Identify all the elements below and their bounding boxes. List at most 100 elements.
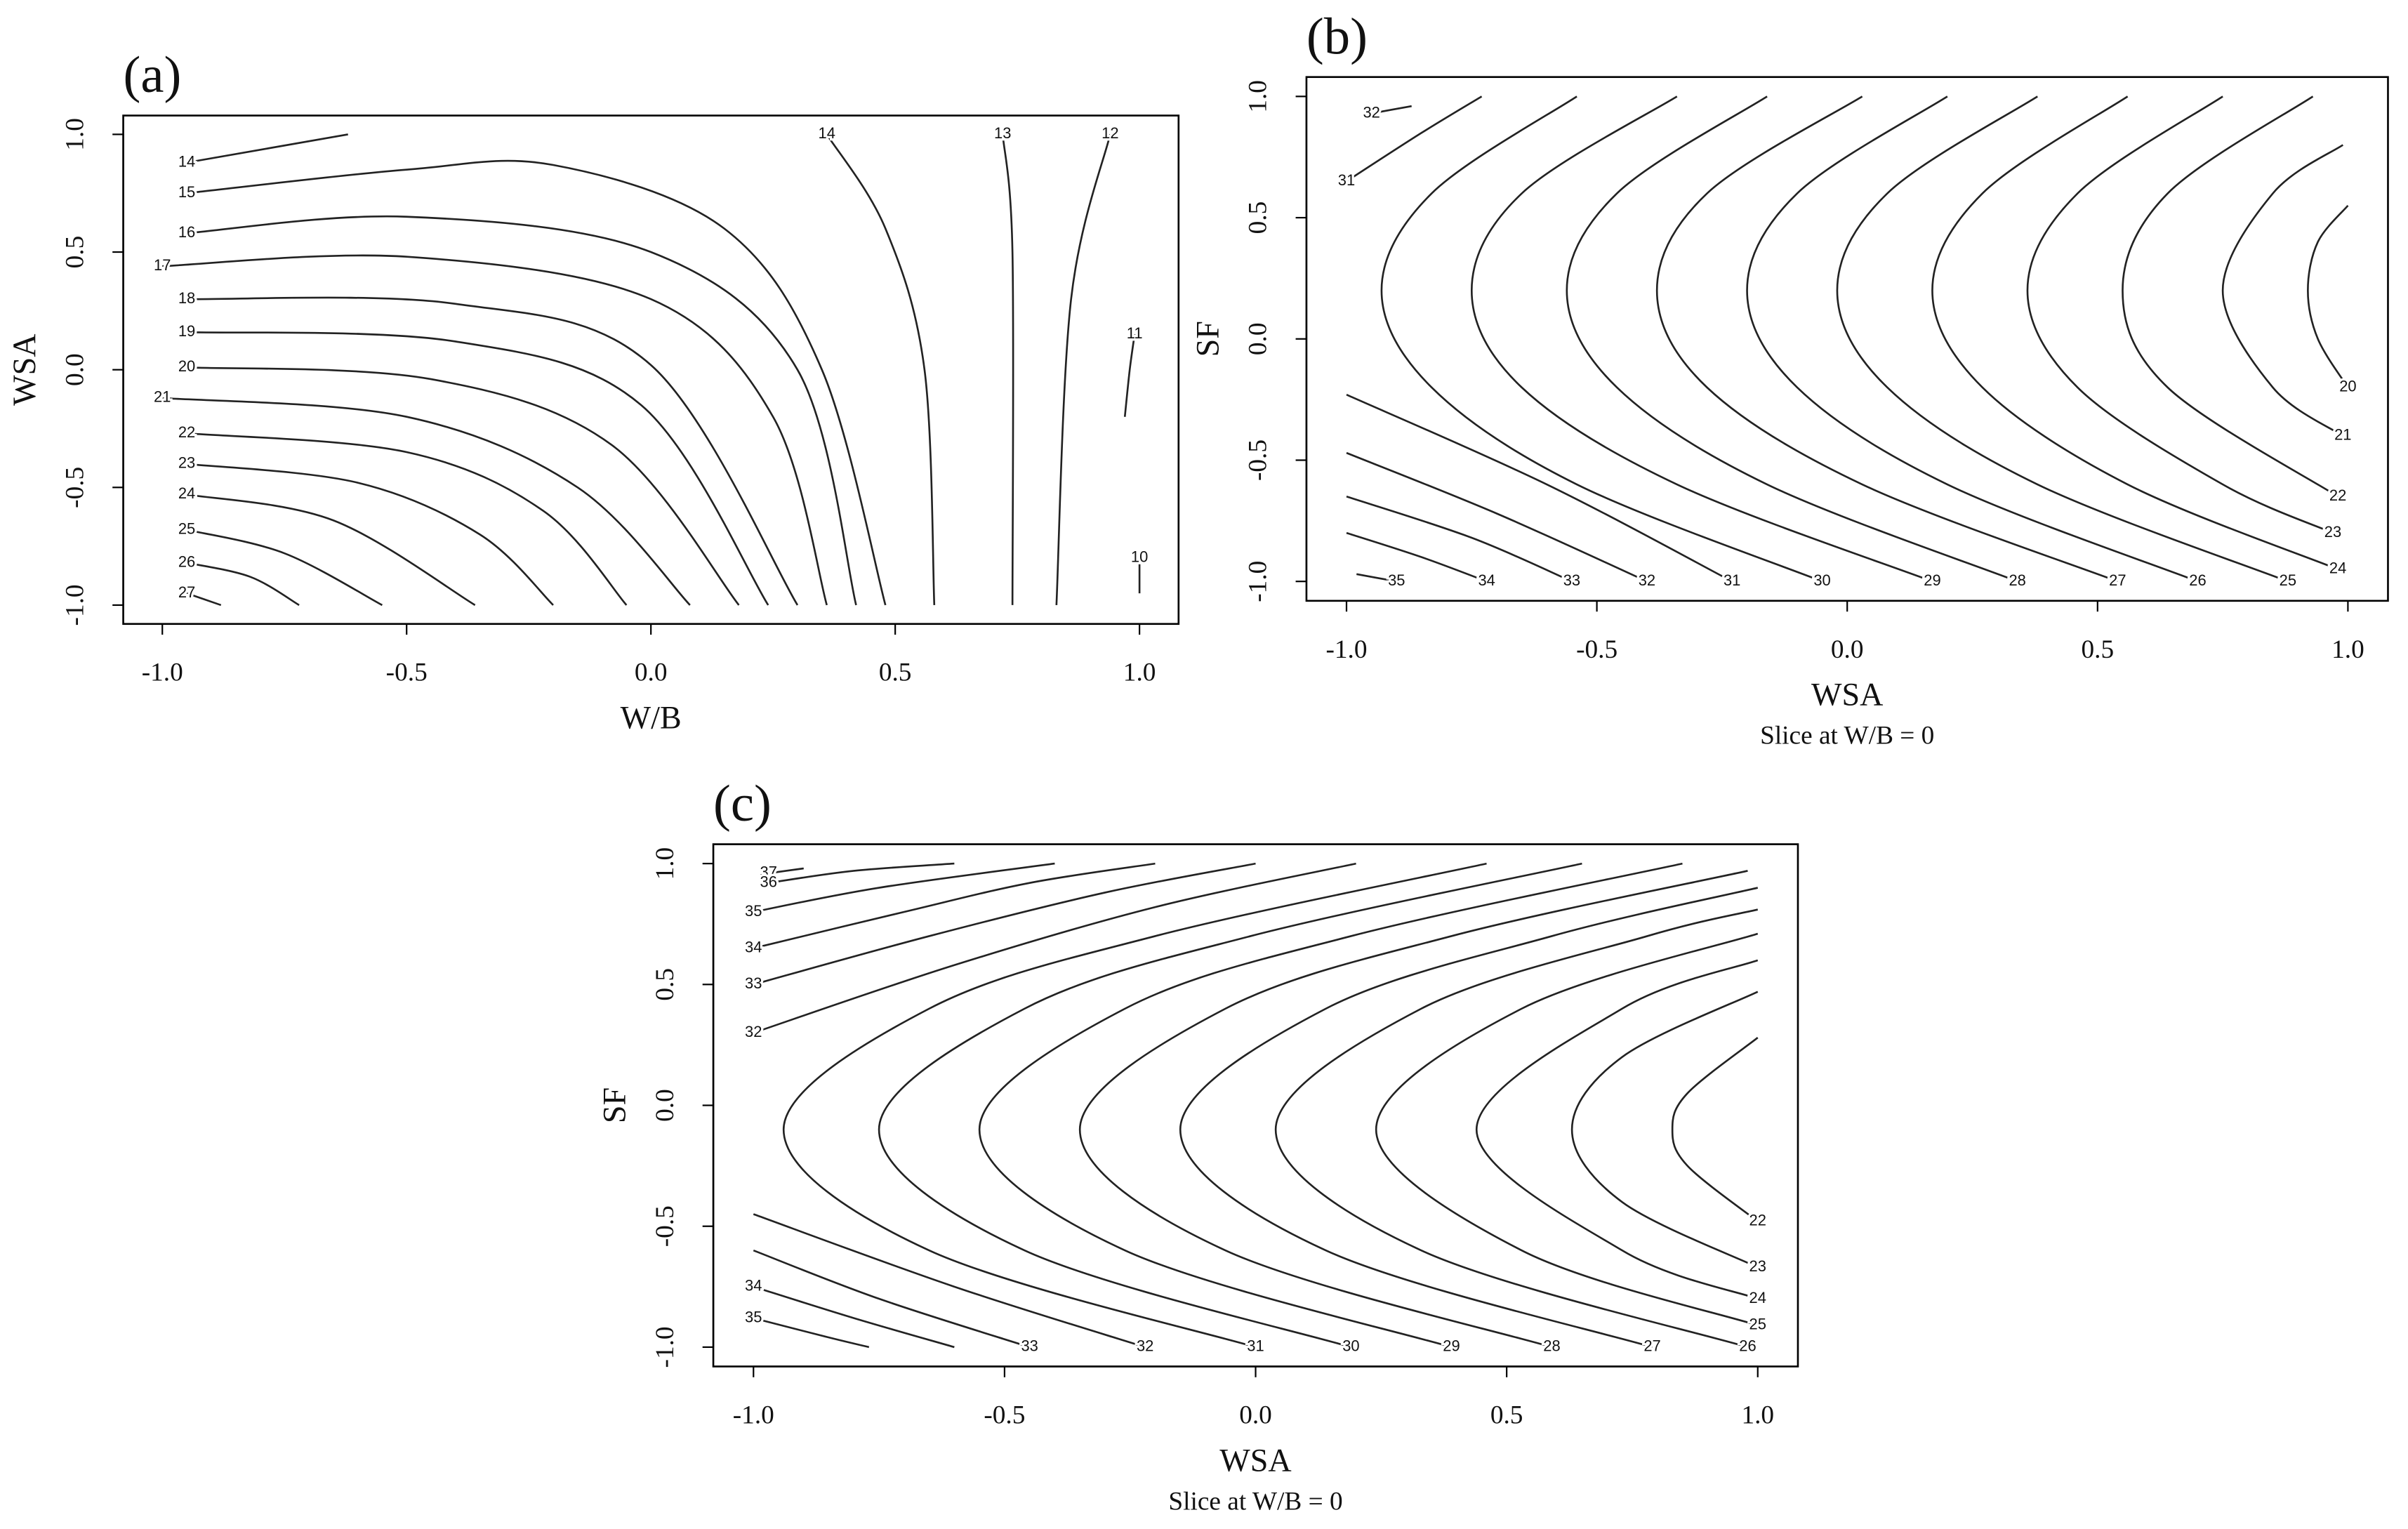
contour-line (2026, 95, 2334, 534)
contour-line (1346, 394, 1733, 583)
contour-line (753, 1249, 1031, 1349)
contour-label: 30 (1342, 1337, 1359, 1355)
contour-line (186, 366, 740, 606)
contour-line (1346, 496, 1573, 583)
contour-line (978, 862, 1683, 1349)
contour-label: 13 (994, 124, 1011, 142)
y-axis-title: SF (597, 1087, 633, 1123)
contour-line (186, 215, 857, 606)
contour-label: 27 (178, 583, 195, 601)
contour-label: 24 (1749, 1289, 1766, 1306)
contour-line (2307, 204, 2349, 388)
contour-label: 19 (178, 322, 195, 340)
contour-line (186, 159, 887, 606)
contour-label: 25 (178, 519, 195, 537)
x-tick-label: 1.0 (2331, 635, 2364, 664)
y-axis-title: SF (1189, 321, 1225, 357)
contour-label: 35 (745, 1308, 762, 1325)
contour-line (1055, 134, 1111, 605)
contour-label: 23 (2324, 523, 2341, 541)
y-tick-label: -0.5 (651, 1205, 680, 1247)
contour-line (186, 331, 769, 606)
contour-line (1475, 959, 1759, 1300)
contour-line (1001, 134, 1014, 605)
y-tick-label: -0.5 (60, 467, 89, 508)
contour-line (1375, 932, 1759, 1327)
contour-label: 22 (178, 423, 195, 441)
contour-line (1380, 95, 1823, 583)
y-tick-label: 1.0 (60, 118, 89, 151)
contour-label: 26 (1739, 1337, 1756, 1355)
contour-label: 31 (1338, 171, 1355, 189)
contour-label: 35 (745, 902, 762, 920)
x-axis-title: WSA (1219, 1442, 1291, 1478)
x-tick-label: -0.5 (1576, 635, 1618, 664)
contour-line (753, 862, 1356, 1034)
subtitle: Slice at W/B = 0 (1760, 722, 1934, 750)
contour-line (1346, 451, 1648, 583)
contour-label: 20 (178, 357, 195, 375)
y-tick-label: 1.0 (1244, 80, 1273, 113)
contour-line (1371, 105, 1412, 114)
y-axis-title: WSA (6, 333, 42, 405)
contour-label: 14 (819, 124, 835, 142)
contour-label: 34 (745, 1277, 762, 1295)
contour-label: 34 (745, 938, 762, 955)
contour-label: 22 (1749, 1212, 1766, 1229)
x-tick-label: 0.5 (879, 658, 912, 687)
contour-label: 15 (178, 183, 195, 201)
contour-line (753, 862, 1156, 949)
y-tick-label: -1.0 (651, 1326, 680, 1368)
contour-line (1470, 95, 1933, 583)
contour-line (1746, 95, 2198, 583)
contour-line (1078, 870, 1748, 1349)
contour-label: 31 (1724, 571, 1740, 589)
contour-line (186, 432, 628, 606)
y-tick-label: -0.5 (1244, 439, 1273, 481)
contour-line (1346, 95, 1483, 183)
contour-line (753, 862, 1256, 986)
contour-label: 24 (2329, 560, 2346, 577)
contour-label: 21 (154, 388, 171, 406)
y-tick-label: 0.5 (60, 236, 89, 269)
subtitle: Slice at W/B = 0 (1168, 1487, 1342, 1516)
contour-label: 34 (1478, 571, 1495, 589)
x-tick-label: 0.0 (1239, 1401, 1272, 1429)
contour-label: 24 (178, 484, 195, 502)
contour-line (186, 529, 383, 607)
contour-line (1931, 95, 2338, 571)
y-tick-label: 0.5 (1244, 201, 1273, 234)
contour-line (1836, 95, 2289, 583)
y-tick-label: -1.0 (1244, 561, 1273, 602)
contour-label: 18 (178, 289, 195, 307)
contour-label: 22 (2329, 486, 2346, 504)
contour-label: 33 (745, 974, 762, 992)
contour-line (753, 1213, 1146, 1349)
contour-line (768, 862, 955, 884)
contour-line (186, 494, 476, 607)
contour-label: 11 (1127, 324, 1143, 342)
panel-title: (c) (713, 775, 772, 833)
x-tick-label: -1.0 (142, 658, 183, 687)
contour-line (1179, 887, 1759, 1349)
contour-line (826, 133, 936, 605)
contour-line (162, 397, 691, 606)
x-tick-label: 1.0 (1123, 658, 1156, 687)
contour-label: 37 (760, 863, 777, 881)
contour-line (186, 562, 300, 607)
contour-label: 25 (2280, 571, 2296, 589)
contour-line (2122, 95, 2338, 498)
x-tick-label: 0.5 (2081, 635, 2114, 664)
x-tick-label: -0.5 (386, 658, 428, 687)
y-tick-label: 0.0 (651, 1089, 680, 1122)
contour-line (186, 463, 554, 606)
contour-label: 21 (2334, 426, 2351, 444)
contour-label: 32 (1363, 103, 1380, 121)
contour-label: 32 (745, 1023, 762, 1040)
contour-label: 35 (1388, 571, 1405, 589)
contour-line (186, 133, 348, 164)
contour-label: 28 (1543, 1337, 1560, 1355)
contour-label: 14 (178, 152, 195, 170)
contour-label: 27 (1643, 1337, 1660, 1355)
